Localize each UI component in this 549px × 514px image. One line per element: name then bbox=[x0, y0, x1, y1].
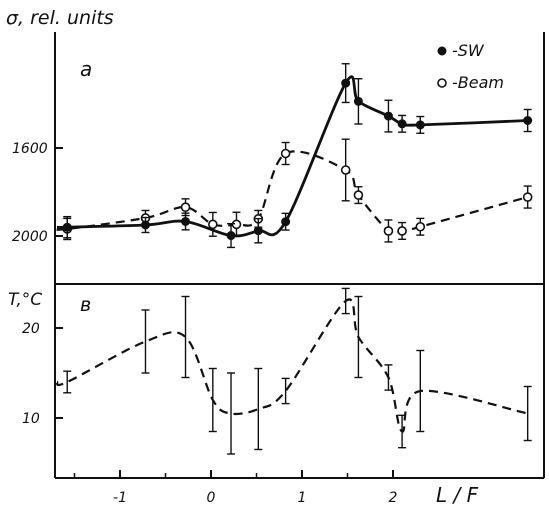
sw-series-point bbox=[383, 111, 393, 121]
legend-beam-label: -Beam bbox=[452, 73, 504, 92]
beam-series-point bbox=[397, 226, 407, 236]
sw-series-point bbox=[397, 119, 407, 129]
b-y-tick-label: 10 bbox=[22, 411, 40, 427]
panel-b-label: в bbox=[80, 294, 91, 316]
sw-series bbox=[55, 75, 528, 238]
beam-series-point bbox=[280, 148, 291, 159]
legend-beam-marker bbox=[437, 78, 447, 88]
temperature-series bbox=[55, 298, 528, 433]
a-y-tick-label: 2000 bbox=[12, 229, 48, 245]
beam-series-point bbox=[383, 226, 394, 236]
panel-b-ylabel: T,°C bbox=[8, 290, 42, 310]
chart-frame bbox=[54, 32, 545, 479]
beam-series-point bbox=[208, 219, 218, 230]
sw-series-point bbox=[415, 120, 425, 130]
beam-series-point bbox=[522, 192, 533, 202]
beam-series-point bbox=[353, 190, 364, 200]
panel-b-xlabel: L / F bbox=[436, 483, 479, 507]
legend-sw-marker bbox=[437, 46, 447, 56]
sw-series-point bbox=[253, 226, 263, 236]
sw-series-point bbox=[341, 78, 351, 88]
x-tick-label: -1 bbox=[113, 490, 127, 506]
sw-series-point bbox=[140, 220, 150, 230]
legend-sw-label: -SW bbox=[452, 41, 485, 60]
x-tick-label: 2 bbox=[389, 490, 398, 506]
sw-series-point bbox=[181, 216, 191, 226]
beam-series-point bbox=[340, 165, 351, 175]
sw-series-point bbox=[62, 222, 72, 232]
sw-series-point bbox=[281, 217, 291, 227]
beam-series-point bbox=[415, 221, 426, 232]
panel-a-ylabel: σ, rel. units bbox=[6, 7, 114, 29]
beam-series bbox=[55, 150, 528, 235]
sw-series-point bbox=[226, 231, 236, 241]
beam-series-point bbox=[180, 202, 191, 212]
chart-marks bbox=[62, 46, 533, 455]
b-y-tick-label: 20 bbox=[22, 321, 40, 337]
sw-series-point bbox=[523, 116, 533, 125]
sw-series-point bbox=[353, 96, 363, 106]
x-tick-label: 1 bbox=[298, 490, 307, 506]
x-tick-label: 0 bbox=[207, 490, 216, 506]
a-y-tick-label: 1600 bbox=[12, 141, 48, 157]
chart-curves bbox=[55, 75, 528, 433]
panel-a-label: a bbox=[80, 57, 92, 81]
chart-labels: σ, rel. units a T,°C в L / F -SW -Beam -… bbox=[6, 7, 504, 507]
